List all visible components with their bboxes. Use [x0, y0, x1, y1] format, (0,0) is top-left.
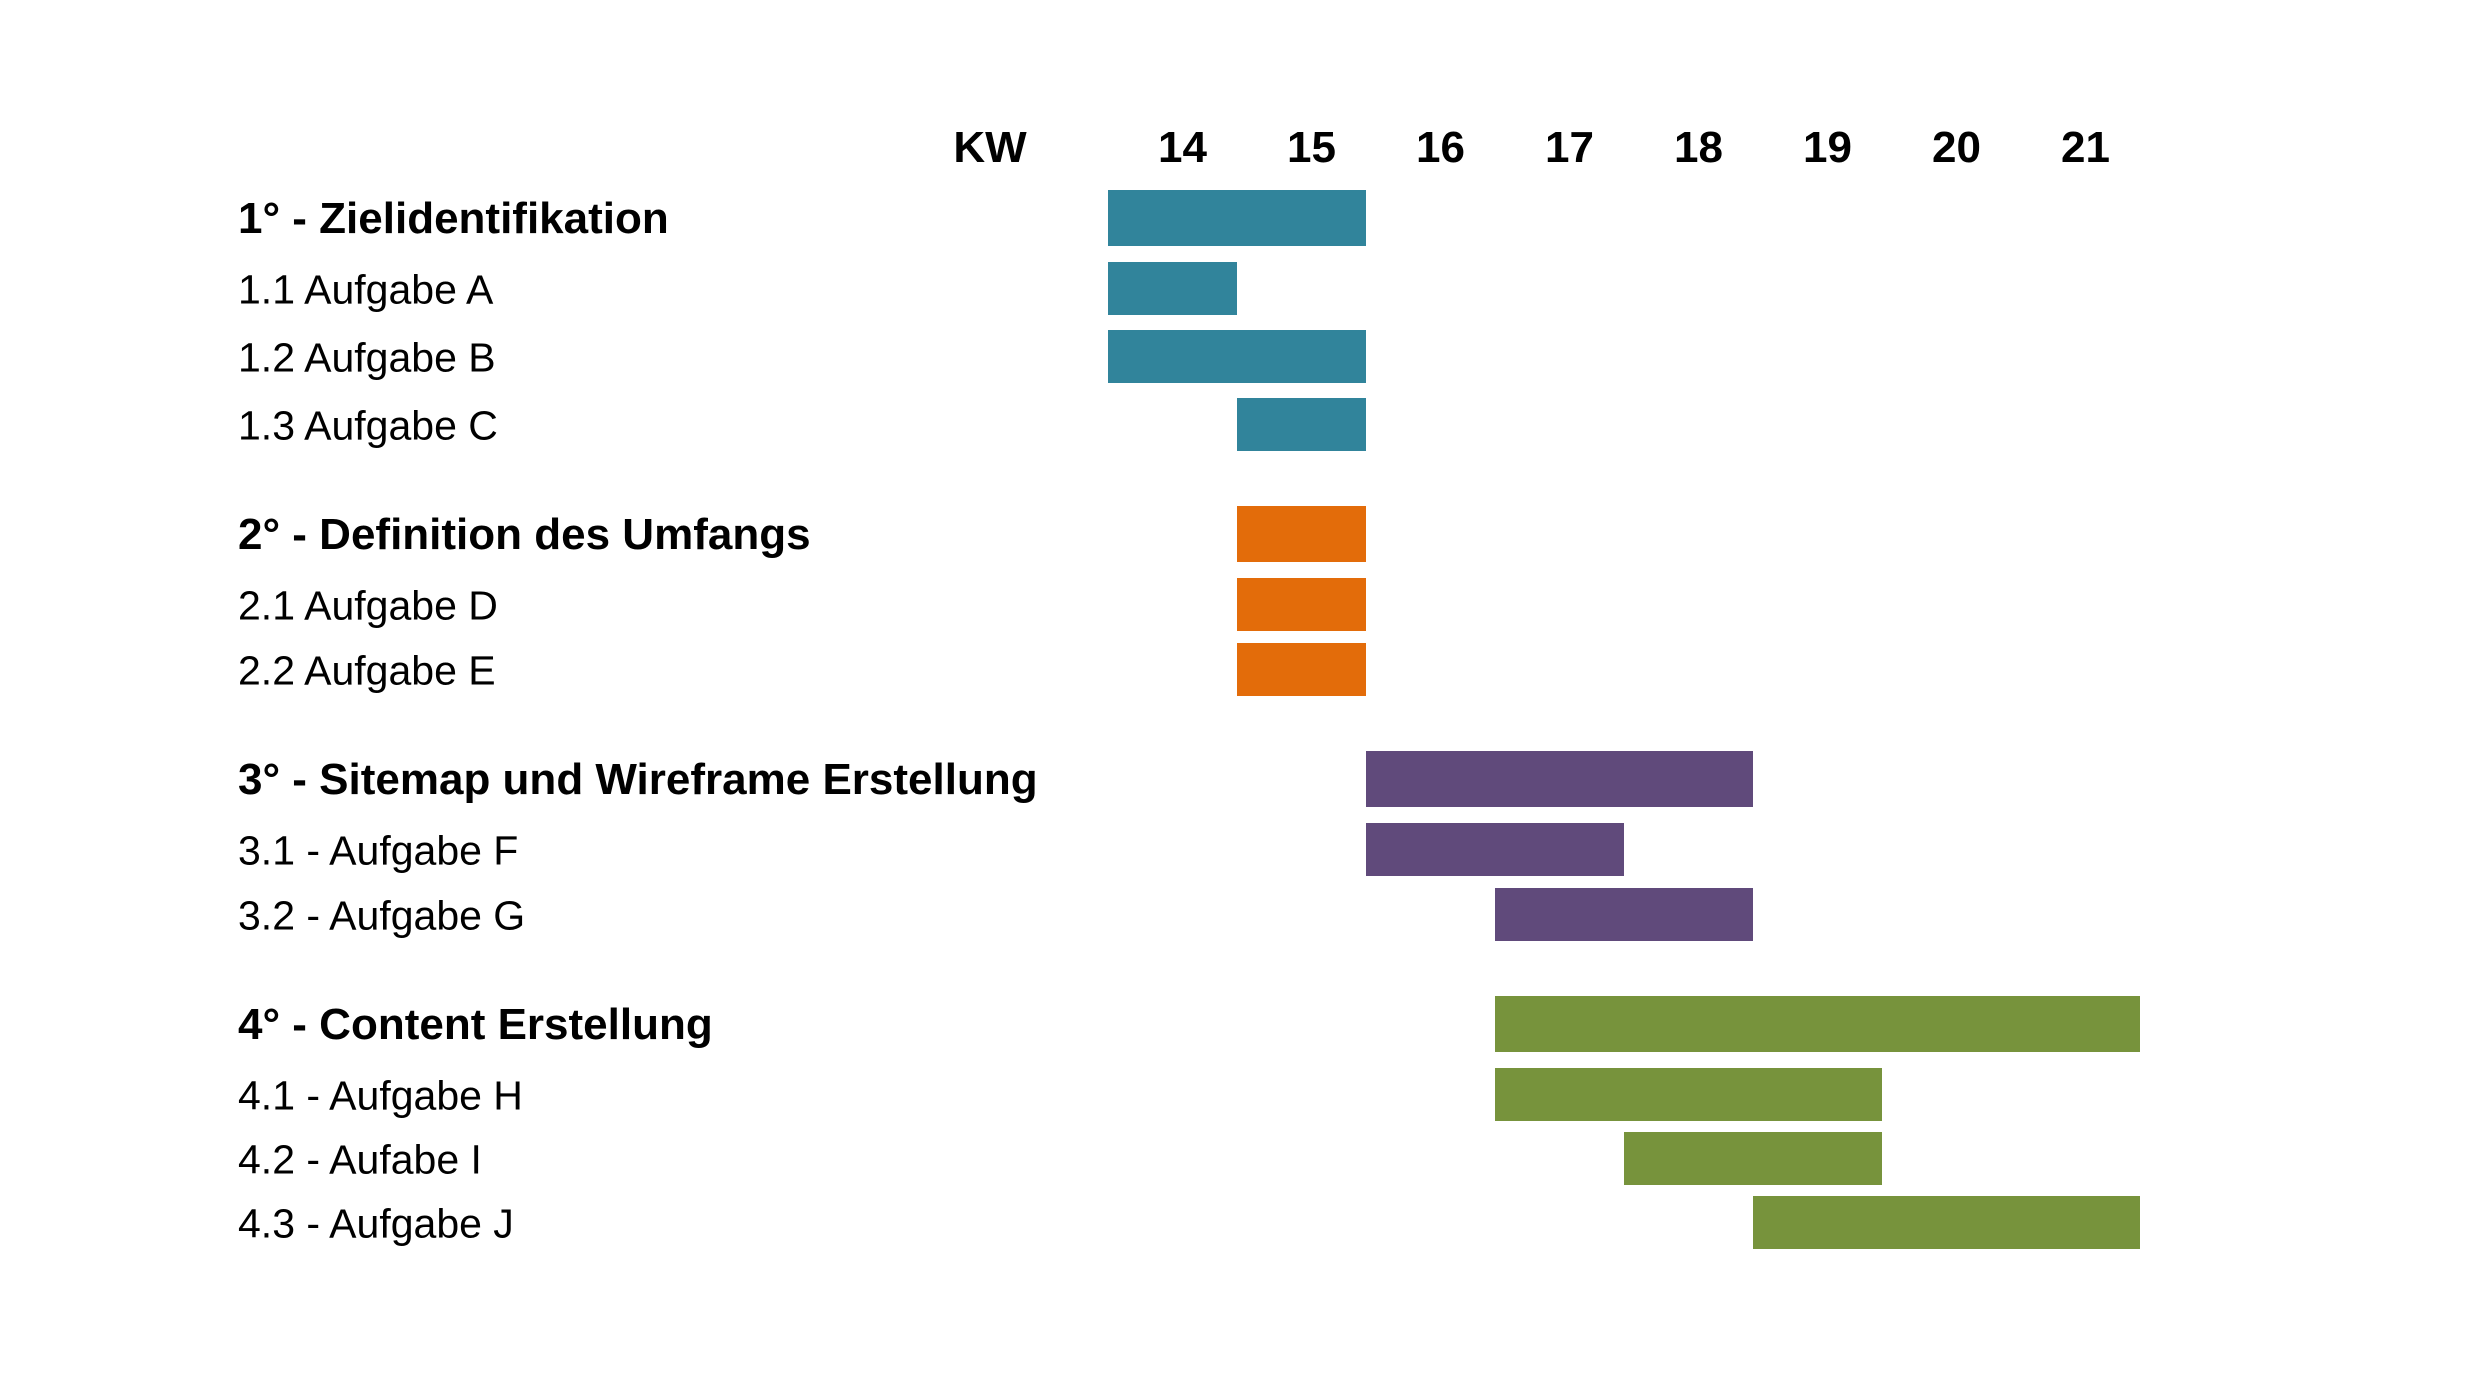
bar-task-1-1 — [1108, 262, 1237, 315]
week-tick-18: 18 — [1674, 123, 1723, 172]
task-label-task-2-2: 2.2 Aufgabe E — [238, 648, 496, 694]
bar-task-1-3 — [1237, 398, 1366, 451]
bar-group-4 — [1495, 996, 2140, 1052]
week-tick-19: 19 — [1803, 123, 1852, 172]
group-label-group-1: 1° - Zielidentifikation — [238, 194, 669, 243]
task-label-task-1-1: 1.1 Aufgabe A — [238, 267, 494, 313]
week-tick-17: 17 — [1545, 123, 1594, 172]
bar-task-4-3 — [1753, 1196, 2140, 1249]
bar-task-4-2 — [1624, 1132, 1882, 1185]
week-tick-20: 20 — [1932, 123, 1981, 172]
group-label-group-2: 2° - Definition des Umfangs — [238, 510, 811, 559]
week-tick-14: 14 — [1158, 123, 1207, 172]
task-label-task-3-1: 3.1 - Aufgabe F — [238, 828, 518, 874]
group-label-group-4: 4° - Content Erstellung — [238, 1000, 713, 1049]
week-tick-15: 15 — [1287, 123, 1336, 172]
task-label-task-1-3: 1.3 Aufgabe C — [238, 403, 498, 449]
bar-task-1-2 — [1108, 330, 1366, 383]
task-label-task-1-2: 1.2 Aufgabe B — [238, 335, 496, 381]
task-label-task-4-2: 4.2 - Aufabe I — [238, 1137, 482, 1183]
task-label-task-2-1: 2.1 Aufgabe D — [238, 583, 498, 629]
week-axis-label: KW — [953, 123, 1027, 172]
task-label-task-3-2: 3.2 - Aufgabe G — [238, 893, 525, 939]
week-tick-21: 21 — [2061, 123, 2110, 172]
task-label-task-4-3: 4.3 - Aufgabe J — [238, 1201, 514, 1247]
bar-task-3-2 — [1495, 888, 1753, 941]
bar-group-2 — [1237, 506, 1366, 562]
bar-task-2-2 — [1237, 643, 1366, 696]
bar-task-4-1 — [1495, 1068, 1882, 1121]
week-axis-ticks: 14 15 16 17 18 19 20 21 — [1158, 123, 2110, 172]
task-label-task-4-1: 4.1 - Aufgabe H — [238, 1073, 523, 1119]
group-label-group-3: 3° - Sitemap und Wireframe Erstellung — [238, 755, 1038, 804]
bar-task-3-1 — [1366, 823, 1624, 876]
bar-task-2-1 — [1237, 578, 1366, 631]
bar-group-1 — [1108, 190, 1366, 246]
bar-group-3 — [1366, 751, 1753, 807]
gantt-rows: 1° - Zielidentifikation 1.1 Aufgabe A 1.2 … — [238, 190, 2140, 1249]
week-tick-16: 16 — [1416, 123, 1465, 172]
